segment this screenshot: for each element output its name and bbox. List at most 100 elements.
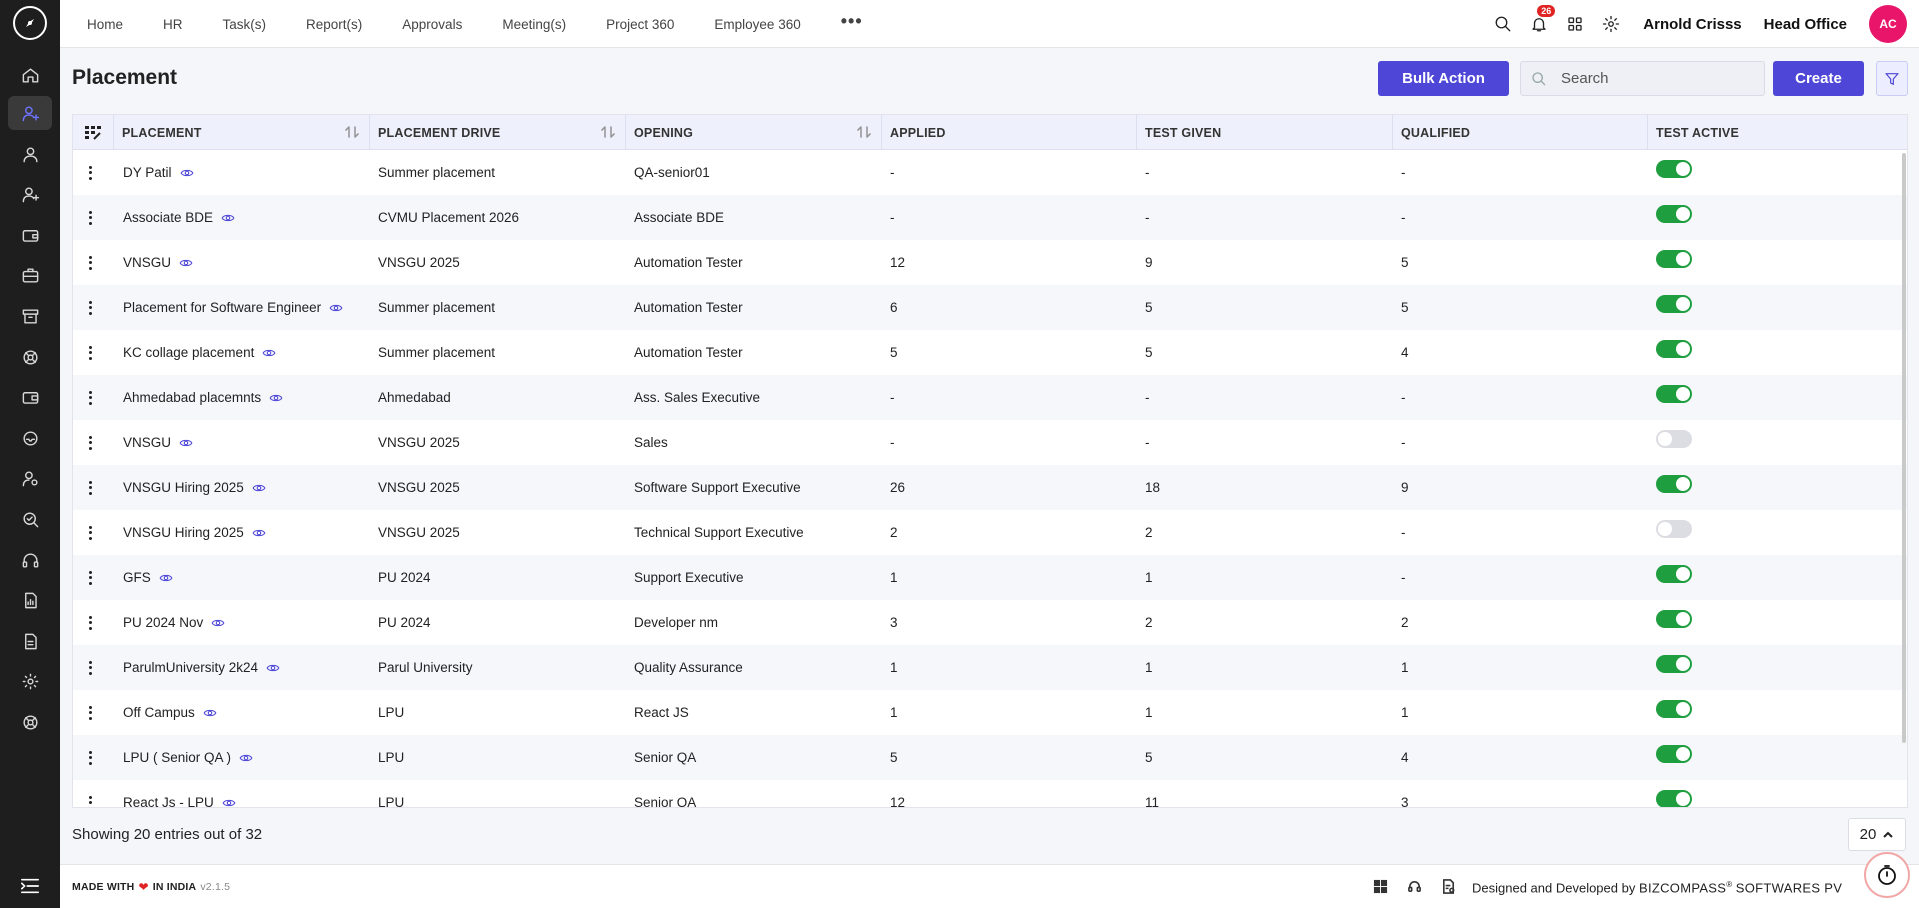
table-row[interactable]: VNSGU Hiring 2025 VNSGU 2025 Technical Sup… (73, 510, 1907, 555)
test-active-toggle[interactable] (1656, 565, 1692, 583)
table-row[interactable]: Placement for Software Engineer Summer pl… (73, 285, 1907, 330)
avatar[interactable]: AC (1869, 5, 1907, 43)
nav-home[interactable]: Home (87, 16, 124, 32)
cell-text[interactable]: Associate BDE (123, 210, 214, 225)
table-row[interactable]: KC collage placement Summer placement Auto… (73, 330, 1907, 375)
cell-text[interactable]: Placement for Software Engineer (123, 300, 322, 315)
sidebar-briefcase-icon[interactable] (8, 258, 52, 292)
kebab-menu-icon[interactable] (88, 435, 92, 450)
sort-icon[interactable] (345, 125, 359, 139)
create-button[interactable]: Create (1773, 61, 1864, 96)
sidebar-settings-icon[interactable] (8, 664, 52, 698)
test-active-toggle[interactable] (1656, 430, 1692, 448)
cell-text[interactable]: Off Campus (123, 705, 195, 720)
test-active-toggle[interactable] (1656, 205, 1692, 223)
row-actions[interactable] (88, 735, 92, 780)
sidebar-placement-icon[interactable] (8, 96, 52, 130)
table-scrollbar[interactable] (1902, 153, 1906, 743)
test-active-toggle[interactable] (1656, 700, 1692, 718)
row-actions[interactable] (88, 600, 92, 645)
row-actions[interactable] (88, 645, 92, 690)
cell-text[interactable]: VNSGU (123, 255, 172, 270)
row-actions[interactable] (88, 465, 92, 510)
kebab-menu-icon[interactable] (88, 750, 92, 765)
kebab-menu-icon[interactable] (88, 525, 92, 540)
table-row[interactable]: LPU ( Senior QA ) LPU Senior QA 5 5 4 (73, 735, 1907, 780)
table-row[interactable]: VNSGU Hiring 2025 VNSGU 2025 Software Supp… (73, 465, 1907, 510)
row-actions[interactable] (88, 285, 92, 330)
cell-text[interactable]: PU 2024 Nov (123, 615, 204, 630)
sidebar-search-check-icon[interactable] (8, 502, 52, 536)
cell-text[interactable]: ParulmUniversity 2k24 (123, 660, 259, 675)
sidebar-wallet-icon[interactable] (8, 218, 52, 252)
eye-icon[interactable] (266, 661, 280, 675)
nav-tasks[interactable]: Task(s) (222, 16, 267, 32)
office-selector[interactable]: Head Office (1763, 15, 1847, 33)
test-active-toggle[interactable] (1656, 655, 1692, 673)
kebab-menu-icon[interactable] (88, 255, 92, 270)
sort-icon[interactable] (857, 125, 871, 139)
eye-icon[interactable] (262, 346, 276, 360)
sort-icon[interactable] (601, 125, 615, 139)
nav-employee-360[interactable]: Employee 360 (714, 16, 801, 32)
sidebar-document-icon[interactable] (8, 624, 52, 658)
app-logo-compass-icon[interactable] (13, 6, 47, 40)
kebab-menu-icon[interactable] (88, 570, 92, 585)
test-active-toggle[interactable] (1656, 475, 1692, 493)
test-active-toggle[interactable] (1656, 160, 1692, 178)
eye-icon[interactable] (329, 301, 343, 315)
eye-icon[interactable] (211, 616, 225, 630)
cell-text[interactable]: Ahmedabad placemnts (123, 390, 262, 405)
cell-text[interactable]: React Js - LPU (123, 795, 214, 808)
test-active-toggle[interactable] (1656, 385, 1692, 403)
test-active-toggle[interactable] (1656, 610, 1692, 628)
kebab-menu-icon[interactable] (88, 705, 92, 720)
eye-icon[interactable] (179, 436, 193, 450)
table-row[interactable]: GFS PU 2024 Support Executive 1 1 - (73, 555, 1907, 600)
row-actions[interactable] (88, 150, 92, 195)
sidebar-help-icon[interactable] (8, 705, 52, 739)
kebab-menu-icon[interactable] (88, 390, 92, 405)
bulk-action-button[interactable]: Bulk Action (1378, 61, 1509, 96)
table-row[interactable]: ParulmUniversity 2k24 Parul University Qua… (73, 645, 1907, 690)
nav-more-icon[interactable]: ••• (840, 10, 863, 31)
row-actions[interactable] (88, 510, 92, 555)
kebab-menu-icon[interactable] (88, 210, 92, 225)
table-row[interactable]: VNSGU VNSGU 2025 Sales - - - (73, 420, 1907, 465)
sidebar-user-settings-icon[interactable] (8, 461, 52, 495)
search-input[interactable] (1561, 70, 1751, 87)
nav-project-360[interactable]: Project 360 (606, 16, 675, 32)
table-row[interactable]: DY Patil Summer placement QA-senior01 - - - (73, 150, 1907, 195)
headset-icon[interactable] (1406, 878, 1422, 894)
cell-text[interactable]: LPU ( Senior QA ) (123, 750, 232, 765)
cell-text[interactable]: VNSGU Hiring 2025 (123, 525, 244, 540)
sidebar-add-user-icon[interactable] (8, 177, 52, 211)
eye-icon[interactable] (159, 571, 173, 585)
sidebar-home-icon[interactable] (8, 58, 52, 92)
eye-icon[interactable] (269, 391, 283, 405)
test-active-toggle[interactable] (1656, 790, 1692, 807)
eye-icon[interactable] (252, 526, 266, 540)
kebab-menu-icon[interactable] (88, 480, 92, 495)
cell-text[interactable]: VNSGU (123, 435, 172, 450)
eye-icon[interactable] (222, 796, 236, 808)
table-row[interactable]: VNSGU VNSGU 2025 Automation Tester 12 9 5 (73, 240, 1907, 285)
sidebar-archive-icon[interactable] (8, 299, 52, 333)
table-row[interactable]: React Js - LPU LPU Senior QA 12 11 3 (73, 780, 1907, 808)
table-row[interactable]: Associate BDE CVMU Placement 2026 Associat… (73, 195, 1907, 240)
filter-button[interactable] (1876, 61, 1908, 96)
kebab-menu-icon[interactable] (88, 615, 92, 630)
row-actions[interactable] (88, 330, 92, 375)
cell-text[interactable]: DY Patil (123, 165, 172, 180)
eye-icon[interactable] (203, 706, 217, 720)
nav-reports[interactable]: Report(s) (306, 16, 363, 32)
row-actions[interactable] (88, 240, 92, 285)
column-header-opening[interactable]: OPENING (626, 115, 882, 150)
eye-icon[interactable] (252, 481, 266, 495)
kebab-menu-icon[interactable] (88, 165, 92, 180)
table-row[interactable]: Ahmedabad placemnts Ahmedabad Ass. Sales E… (73, 375, 1907, 420)
cell-text[interactable]: GFS (123, 570, 151, 585)
notification-bell-icon[interactable]: 26 (1529, 5, 1556, 34)
user-name[interactable]: Arnold Crisss (1643, 15, 1742, 33)
nav-hr[interactable]: HR (163, 16, 183, 32)
